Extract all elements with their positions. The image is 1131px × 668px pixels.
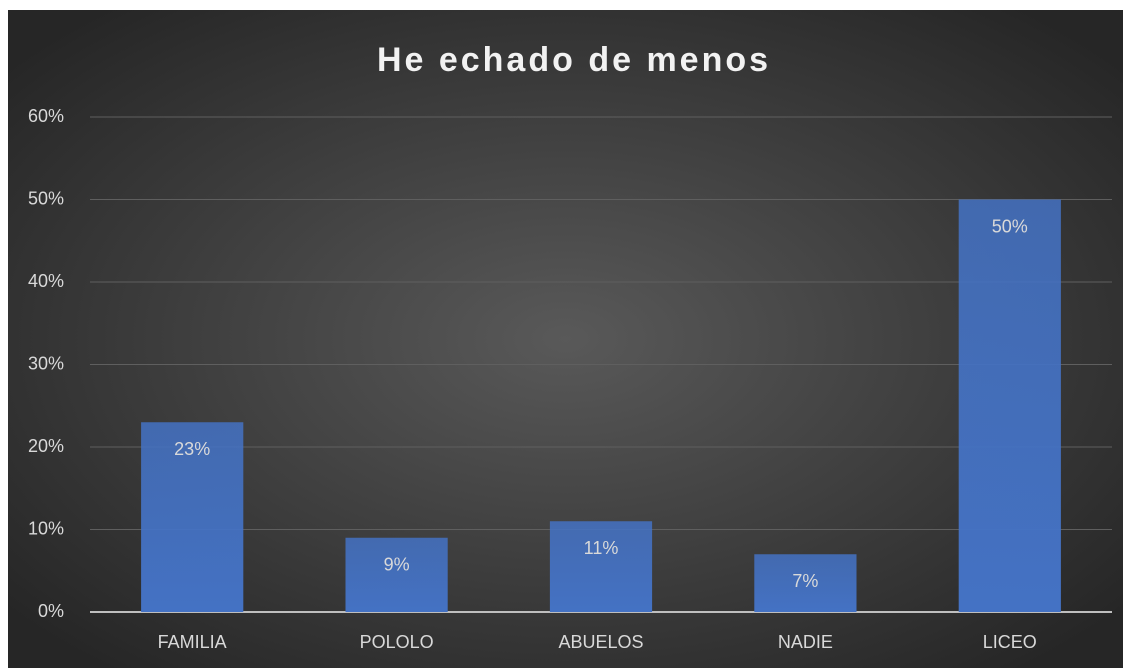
data-label: 23% xyxy=(174,439,210,459)
data-label: 7% xyxy=(792,571,818,591)
y-tick-label: 50% xyxy=(28,188,64,208)
y-tick-label: 60% xyxy=(28,106,64,126)
bar xyxy=(345,537,448,612)
y-tick-label: 40% xyxy=(28,271,64,291)
y-tick-label: 0% xyxy=(38,601,64,621)
y-tick-label: 20% xyxy=(28,436,64,456)
x-tick-label: ABUELOS xyxy=(558,632,643,652)
bar xyxy=(958,199,1061,612)
bar xyxy=(549,521,653,612)
x-tick-label: NADIE xyxy=(778,632,833,652)
x-tick-label: LICEO xyxy=(983,632,1037,652)
data-label: 50% xyxy=(992,216,1028,236)
bar xyxy=(141,422,244,612)
x-tick-label: FAMILIA xyxy=(158,632,227,652)
y-tick-label: 30% xyxy=(28,353,64,373)
bar xyxy=(754,554,857,612)
y-tick-label: 10% xyxy=(28,518,64,538)
chart-title: He echado de menos xyxy=(377,41,771,79)
data-label: 11% xyxy=(584,538,619,558)
data-label: 9% xyxy=(384,555,410,575)
x-tick-label: POLOLO xyxy=(360,632,434,652)
